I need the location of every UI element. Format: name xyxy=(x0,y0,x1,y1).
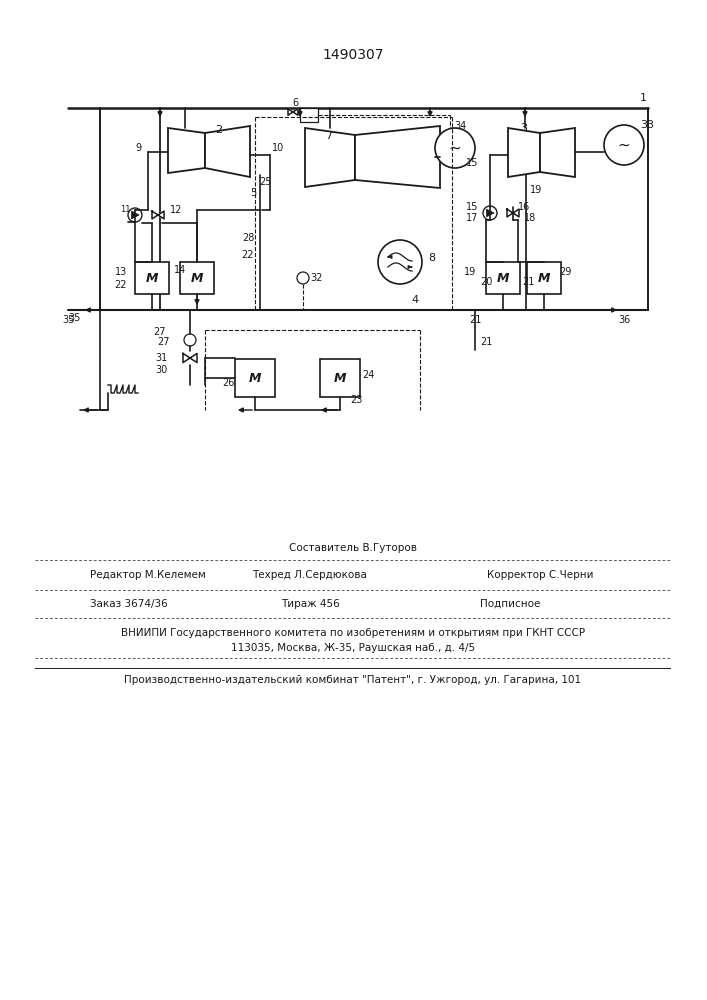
Text: 31: 31 xyxy=(156,353,168,363)
Text: 21: 21 xyxy=(522,277,534,287)
Text: 12: 12 xyxy=(170,205,182,215)
Polygon shape xyxy=(132,211,139,219)
Text: 5: 5 xyxy=(250,188,256,198)
Bar xyxy=(486,262,520,294)
Text: 4: 4 xyxy=(411,295,419,305)
Text: 33: 33 xyxy=(640,120,654,130)
Text: Заказ 3674/36: Заказ 3674/36 xyxy=(90,599,168,609)
Text: 29: 29 xyxy=(559,267,571,277)
Circle shape xyxy=(483,206,497,220)
Bar xyxy=(527,262,561,294)
Text: Техред Л.Сердюкова: Техред Л.Сердюкова xyxy=(252,570,368,580)
Bar xyxy=(135,262,169,294)
Text: 6: 6 xyxy=(292,98,298,108)
Text: M: M xyxy=(146,271,158,284)
Polygon shape xyxy=(205,126,250,177)
Text: 15: 15 xyxy=(466,158,478,168)
Text: 26: 26 xyxy=(223,378,235,388)
Text: 21: 21 xyxy=(480,337,492,347)
Text: M: M xyxy=(249,371,262,384)
Polygon shape xyxy=(168,128,205,173)
Text: 1490307: 1490307 xyxy=(322,48,384,62)
Polygon shape xyxy=(540,128,575,177)
Text: M: M xyxy=(538,271,550,284)
Text: 2: 2 xyxy=(215,125,222,135)
Text: 11: 11 xyxy=(119,206,130,215)
Text: 24: 24 xyxy=(362,370,375,380)
Text: 3: 3 xyxy=(520,123,527,133)
Text: 27: 27 xyxy=(158,337,170,347)
Text: 16: 16 xyxy=(518,202,530,212)
Text: M: M xyxy=(334,371,346,384)
Polygon shape xyxy=(507,209,519,217)
Text: 20: 20 xyxy=(480,277,492,287)
Circle shape xyxy=(128,208,142,222)
Text: 30: 30 xyxy=(156,365,168,375)
Polygon shape xyxy=(486,209,494,217)
Polygon shape xyxy=(183,353,197,363)
Circle shape xyxy=(184,334,196,346)
Text: 7: 7 xyxy=(325,131,332,141)
Text: 1: 1 xyxy=(640,93,647,103)
Text: ~: ~ xyxy=(618,137,631,152)
Text: 34: 34 xyxy=(454,121,466,131)
Polygon shape xyxy=(305,128,355,187)
Text: Производственно-издательский комбинат "Патент", г. Ужгород, ул. Гагарина, 101: Производственно-издательский комбинат "П… xyxy=(124,675,582,685)
Bar xyxy=(180,262,214,294)
Text: 18: 18 xyxy=(524,213,536,223)
Text: M: M xyxy=(497,271,509,284)
Text: 35: 35 xyxy=(63,315,75,325)
Circle shape xyxy=(435,128,475,168)
Text: 15: 15 xyxy=(466,202,478,212)
Text: 27: 27 xyxy=(153,327,166,337)
Text: 9: 9 xyxy=(136,143,142,153)
Text: 35: 35 xyxy=(68,313,81,323)
Text: 13: 13 xyxy=(115,267,127,277)
Text: M: M xyxy=(191,271,203,284)
Text: Корректор С.Черни: Корректор С.Черни xyxy=(486,570,593,580)
Text: 22: 22 xyxy=(242,250,255,260)
Circle shape xyxy=(604,125,644,165)
Text: 36: 36 xyxy=(618,315,630,325)
Text: 23: 23 xyxy=(350,395,363,405)
Text: 25: 25 xyxy=(259,177,271,187)
Text: 19: 19 xyxy=(464,267,476,277)
Circle shape xyxy=(378,240,422,284)
Polygon shape xyxy=(355,126,440,188)
Text: 21: 21 xyxy=(469,315,481,325)
Text: ~: ~ xyxy=(449,140,462,155)
Polygon shape xyxy=(152,211,164,219)
Text: Составитель В.Гуторов: Составитель В.Гуторов xyxy=(289,543,417,553)
Text: Редактор М.Келемем: Редактор М.Келемем xyxy=(90,570,206,580)
Text: 22: 22 xyxy=(115,280,127,290)
Text: 8: 8 xyxy=(428,253,435,263)
Circle shape xyxy=(297,272,309,284)
Text: Тираж 456: Тираж 456 xyxy=(281,599,339,609)
Bar xyxy=(300,108,318,122)
Text: ВНИИПИ Государственного комитета по изобретениям и открытиям при ГКНТ СССР: ВНИИПИ Государственного комитета по изоб… xyxy=(121,628,585,638)
Text: 19: 19 xyxy=(530,185,542,195)
Text: 10: 10 xyxy=(272,143,284,153)
Bar xyxy=(320,359,360,397)
Text: 32: 32 xyxy=(310,273,322,283)
Text: Подписное: Подписное xyxy=(480,599,540,609)
Text: 14: 14 xyxy=(174,265,186,275)
Polygon shape xyxy=(288,109,298,115)
Text: 28: 28 xyxy=(242,233,255,243)
Bar xyxy=(235,359,275,397)
Polygon shape xyxy=(508,128,540,177)
Text: 17: 17 xyxy=(466,213,478,223)
Text: 113035, Москва, Ж-35, Раушская наб., д. 4/5: 113035, Москва, Ж-35, Раушская наб., д. … xyxy=(231,643,475,653)
